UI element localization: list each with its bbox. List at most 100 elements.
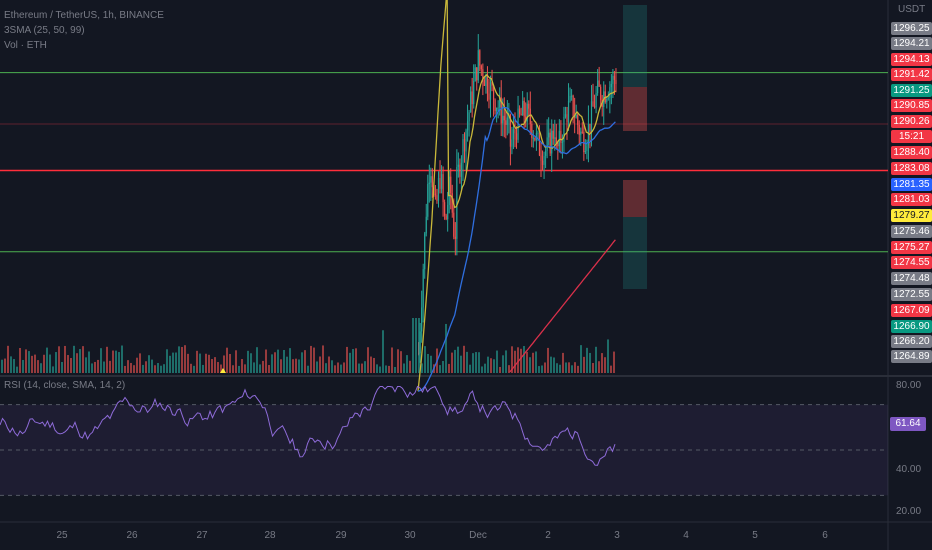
volume-bar (346, 346, 348, 373)
candle-body (546, 137, 548, 151)
candle-body (453, 212, 455, 237)
volume-bar (550, 356, 552, 373)
candle-body (454, 236, 456, 239)
volume-bar (67, 355, 69, 373)
candle-body (580, 131, 582, 135)
rsi-line (0, 385, 616, 466)
volume-bar (193, 365, 195, 373)
volume-bar (355, 348, 357, 373)
candle-body (471, 91, 473, 105)
volume-bar (106, 346, 108, 373)
candle-body (540, 155, 542, 161)
candle-body (437, 177, 440, 201)
volume-bar (283, 349, 285, 373)
volume-bar (319, 356, 321, 373)
time-axis-label: 27 (196, 530, 208, 541)
candle-body (537, 132, 539, 134)
candle-body (434, 193, 437, 196)
volume-bar (598, 361, 600, 373)
candle-body (554, 137, 556, 139)
volume-bar (388, 365, 390, 373)
volume-bar (517, 347, 519, 373)
volume-bar (487, 356, 489, 373)
volume-bar (217, 362, 219, 373)
volume-bar (142, 364, 144, 373)
candle-body (549, 132, 551, 154)
candle-body (505, 120, 507, 125)
price-axis-label: 1275.46 (891, 225, 932, 238)
volume-bar (574, 362, 576, 373)
candle-body (543, 156, 545, 165)
candle-body (555, 137, 557, 144)
volume-bar (520, 348, 522, 373)
volume-bar (595, 346, 597, 373)
candle-body (476, 67, 478, 81)
candle-body (563, 116, 565, 142)
candle-body (466, 121, 469, 131)
volume-bar (403, 363, 405, 373)
volume-bar (52, 366, 54, 373)
volume-bar (406, 355, 408, 373)
volume-bar (394, 366, 396, 373)
volume-bar (409, 360, 411, 373)
volume-bar (34, 354, 36, 373)
candle-body (491, 82, 493, 87)
volume-bar (25, 349, 27, 373)
volume-bar (556, 363, 558, 373)
candle-body (427, 184, 429, 217)
price-axis-label: 1279.27 (891, 209, 932, 222)
volume-bar (559, 364, 561, 373)
volume-bar (322, 345, 324, 373)
candle-body (538, 132, 541, 156)
volume-bar (121, 345, 123, 373)
volume-bar (247, 350, 249, 373)
candle-body (612, 75, 614, 84)
volume-bar (328, 356, 330, 373)
price-axis-label: 1290.26 (891, 115, 932, 128)
volume-bar (205, 353, 207, 373)
volume-bar (40, 363, 42, 373)
candle-body (468, 112, 470, 122)
volume-bar (202, 364, 204, 373)
volume-bar (580, 345, 582, 373)
volume-bar (265, 349, 267, 373)
volume-bar (577, 365, 579, 373)
volume-bar (241, 359, 243, 373)
candle-body (561, 141, 564, 143)
price-axis-label: 1274.55 (891, 256, 932, 269)
time-axis-label: 2 (545, 530, 551, 541)
price-axis-label: 1290.85 (891, 99, 932, 112)
volume-bar (613, 351, 615, 373)
volume-bar (412, 318, 414, 373)
price-pane (0, 0, 888, 375)
candle-body (419, 331, 421, 354)
candle-body (592, 101, 594, 107)
symbol-legend: Ethereum / TetherUS, 1h, BINANCE (4, 10, 164, 21)
volume-bar (94, 361, 96, 373)
candle-body (445, 215, 447, 220)
volume-bar (163, 364, 165, 373)
candle-body (447, 204, 449, 220)
candle-body (430, 176, 432, 183)
volume-bar (484, 363, 486, 373)
price-axis-label: 1266.90 (891, 320, 932, 333)
rsi-axis-label: 80.00 (896, 380, 922, 391)
volume-bar (166, 349, 168, 373)
volume-bar (502, 355, 504, 373)
candle-body (534, 137, 536, 141)
candle-body (606, 98, 608, 103)
rsi-legend: RSI (14, close, SMA, 14, 2) (4, 380, 126, 391)
time-axis-label: 3 (614, 530, 620, 541)
volume-bar (481, 366, 483, 373)
candle-body (589, 123, 591, 133)
volume-bar (103, 361, 105, 373)
volume-bar (331, 360, 333, 373)
candle-body (509, 115, 511, 147)
time-axis-label: 29 (335, 530, 347, 541)
volume-bar (130, 362, 132, 373)
candle-body (529, 108, 531, 125)
candle-body (424, 233, 426, 270)
time-axis-label: 28 (264, 530, 276, 541)
volume-bar (253, 362, 255, 373)
